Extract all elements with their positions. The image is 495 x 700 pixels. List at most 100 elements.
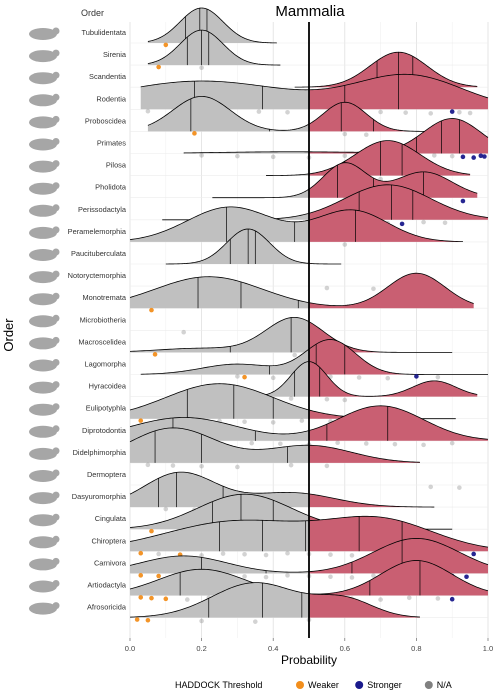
data-point — [406, 595, 412, 601]
quoll-silhouette-head — [52, 491, 60, 499]
tenrec-silhouette — [29, 602, 57, 615]
density-outline — [129, 206, 463, 243]
order-label: Chiroptera — [91, 536, 126, 545]
data-point — [145, 462, 151, 468]
data-point — [242, 574, 247, 579]
bat-silhouette — [29, 536, 57, 549]
ridge-sirenia — [147, 29, 281, 71]
density-outline — [165, 228, 342, 265]
order-label: Proboscidea — [85, 116, 127, 125]
pangolin-silhouette-head — [52, 182, 60, 190]
data-point — [342, 242, 348, 247]
density-below-threshold — [130, 383, 309, 419]
density-outline — [129, 582, 421, 618]
data-point — [482, 154, 487, 159]
density-below-threshold — [130, 582, 309, 618]
ridge-microbiotheria — [181, 329, 186, 335]
ridge-afrosoricida — [129, 582, 421, 624]
density-above-threshold — [309, 162, 478, 198]
data-point — [199, 618, 204, 624]
data-point — [378, 109, 383, 115]
data-point — [163, 42, 169, 48]
density-above-threshold — [309, 273, 474, 309]
opossum-silhouette-head — [52, 447, 60, 455]
order-label: Monotremata — [82, 293, 126, 302]
order-label: Pholidota — [95, 183, 127, 192]
order-label: Sirenia — [103, 50, 127, 59]
data-point — [149, 528, 154, 534]
data-point — [414, 374, 419, 379]
legend-label: Weaker — [308, 680, 339, 690]
density-outline — [129, 272, 474, 307]
ridge-carnivora — [129, 537, 489, 580]
chart-title: Mammalia — [275, 3, 345, 20]
cat-silhouette-head — [52, 557, 60, 565]
data-point — [335, 440, 340, 446]
data-point — [285, 550, 290, 556]
ridge-rodentia — [140, 73, 489, 116]
data-point — [460, 154, 466, 160]
density-below-threshold — [130, 317, 309, 353]
data-point — [449, 109, 455, 114]
order-label: Peramelemorphia — [68, 227, 127, 236]
x-axis-label: Probability — [281, 653, 337, 667]
data-point — [263, 552, 269, 558]
treeshrew-silhouette — [29, 72, 57, 85]
density-below-threshold — [130, 276, 309, 309]
density-outline — [140, 339, 488, 375]
data-point — [428, 111, 434, 116]
order-label: Microbiotheria — [80, 315, 127, 324]
order-labels: Tubulidentata Sirenia Scandentia Rodentia Pr… — [68, 28, 127, 612]
ridge-notoryctemorphia — [324, 285, 376, 292]
hedgehog-silhouette — [29, 403, 57, 416]
data-point — [199, 153, 204, 158]
density-outline — [294, 51, 478, 88]
data-point — [371, 286, 376, 292]
data-point — [181, 329, 186, 335]
data-point — [471, 155, 476, 160]
data-point — [134, 617, 140, 622]
ridge-proboscidea — [147, 95, 460, 138]
data-point — [288, 396, 294, 401]
order-label: Hyracoidea — [89, 382, 127, 391]
data-point — [285, 110, 290, 115]
order-silhouettes — [29, 27, 60, 615]
x-tick-label: 1.0 — [483, 644, 493, 653]
density-outline — [140, 73, 489, 99]
order-label: Primates — [97, 139, 126, 148]
lemur-silhouette — [29, 138, 57, 151]
data-point — [399, 221, 405, 227]
colugo-silhouette-head — [52, 469, 60, 477]
order-label: Dermoptera — [87, 470, 127, 479]
marsupial-mole-silhouette-head — [52, 270, 60, 278]
data-point — [449, 440, 455, 446]
pangolin-silhouette — [29, 182, 57, 195]
data-point — [156, 551, 161, 557]
data-point — [349, 575, 355, 580]
rhino-silhouette — [29, 204, 57, 217]
density-above-threshold — [309, 339, 488, 375]
elephant-silhouette-head — [52, 115, 60, 123]
order-label: Eulipotyphla — [86, 404, 127, 413]
elephant-shrew-silhouette-head — [52, 336, 60, 344]
density-outline — [129, 427, 420, 463]
data-point — [270, 420, 276, 425]
data-point — [467, 110, 473, 116]
data-point — [421, 442, 426, 448]
data-point — [371, 573, 376, 578]
data-point — [356, 375, 362, 380]
order-label: Pilosa — [106, 161, 127, 170]
order-label: Rodentia — [96, 94, 126, 103]
monito-silhouette-head — [52, 314, 60, 322]
density-above-threshold — [309, 209, 463, 242]
order-label: Carnivora — [94, 558, 127, 567]
ridge-pholidota — [212, 162, 478, 204]
data-point — [342, 131, 348, 137]
data-point — [299, 418, 305, 423]
density-below-threshold — [140, 349, 309, 375]
order-label: Afrosoricida — [87, 603, 127, 612]
colugo-silhouette — [29, 470, 57, 482]
data-point — [138, 418, 144, 423]
armadillo-silhouette — [29, 514, 57, 527]
